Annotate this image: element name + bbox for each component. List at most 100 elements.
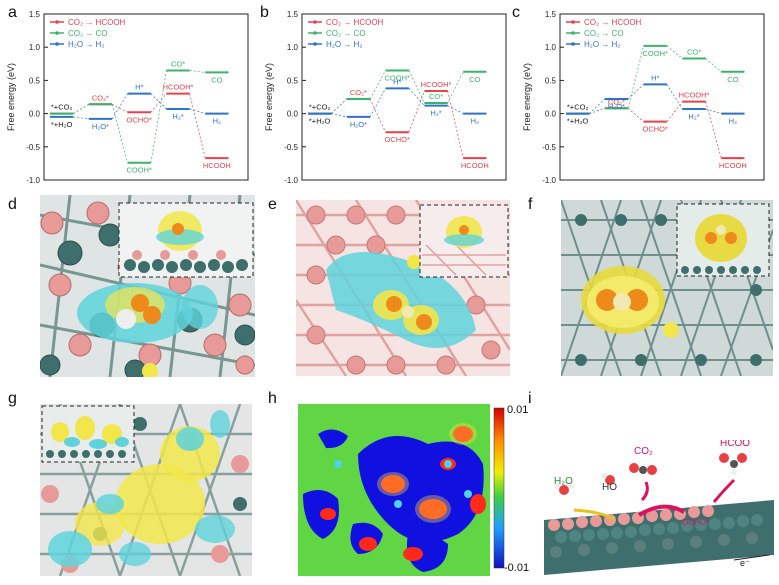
y-tick-label: -0.5 [26, 143, 40, 152]
legend-entry: CO₂ → HCOOH [584, 18, 642, 27]
charge-heatmap-h: 0.01 -0.01 [298, 404, 532, 580]
connector [589, 98, 606, 114]
y-tick-label: 0.0 [287, 110, 299, 119]
y-tick-label: 0.0 [29, 110, 41, 119]
step-label: H₂* [688, 112, 699, 121]
y-axis-label: Free energy (eV) [264, 63, 274, 131]
y-tick-label: 0.5 [287, 76, 299, 85]
y-tick-label: 0.5 [545, 76, 557, 85]
step-label: HCOOH [461, 161, 489, 170]
step-label: OCHO* [385, 135, 411, 144]
connector [627, 108, 644, 122]
legend-marker [571, 42, 575, 46]
legend-marker [55, 20, 59, 24]
y-tick-label: 1.0 [287, 43, 299, 52]
connector [589, 107, 605, 114]
connector [111, 93, 128, 120]
charge-density-image-d [40, 195, 255, 377]
connector [73, 104, 89, 114]
legend-entry: CO₂ → CO [326, 29, 366, 38]
plot-frame [43, 13, 249, 181]
step-label: CO [211, 75, 222, 84]
panel-letter-h: h [268, 390, 277, 407]
step-label: HCOOH [203, 161, 231, 170]
charge-density-image-e [296, 200, 510, 376]
step-label: CO* [429, 92, 443, 101]
y-tick-label: 0.5 [29, 76, 41, 85]
step-label: HCOOH [719, 161, 747, 170]
label-electron: e⁻ [740, 558, 750, 568]
y-tick-label: 1.5 [29, 10, 41, 19]
legend-entry: CO₂ → HCOOH [68, 18, 126, 27]
step-label: COOH* [127, 166, 153, 175]
step-label: *+H₂O [567, 117, 589, 126]
legend-entry: CO₂ → CO [584, 29, 624, 38]
connector [447, 90, 464, 159]
step-label: H₂O* [608, 102, 625, 111]
colorbar-min-label: -0.01 [504, 562, 530, 574]
free-energy-chart-b: -1.0 -0.5 0.0 0.5 1.0 1.5 Free energy (eV) CO₂ … [264, 10, 507, 185]
step-label: CO₂* [608, 97, 625, 106]
connector [111, 103, 128, 113]
legend-marker [313, 42, 317, 46]
colorbar-max-label: 0.01 [507, 404, 529, 416]
connector [627, 45, 644, 109]
step-label: CO₂* [92, 93, 109, 102]
step-label: OCHO* [643, 125, 669, 134]
step-label: CO [727, 75, 738, 84]
connector [369, 88, 386, 118]
y-tick-label: 0.0 [545, 110, 557, 119]
connector [189, 70, 206, 73]
connector [705, 101, 722, 159]
legend-entry: CO₂ → CO [68, 29, 108, 38]
legend-entry: H₂O → H₂ [584, 40, 620, 49]
panel-letter-f: f [528, 196, 533, 213]
legend-entry: H₂O → H₂ [68, 40, 104, 49]
panel-letter-i: i [528, 390, 532, 407]
legend-marker [55, 31, 59, 35]
plot-frame [301, 13, 507, 181]
label-h2o: H₂O [554, 476, 573, 487]
label-hcoo: HCOO [720, 440, 750, 449]
connector [666, 84, 683, 110]
step-label: H₂ [213, 117, 221, 126]
y-tick-label: -0.5 [542, 143, 556, 152]
connector [150, 70, 167, 163]
legend-entry: H₂O → H₂ [326, 40, 362, 49]
connector [447, 105, 464, 114]
connector [705, 108, 722, 114]
connector [447, 71, 464, 104]
step-label: H* [651, 73, 659, 82]
y-tick-label: -1.0 [542, 176, 556, 185]
step-label: CO [469, 75, 480, 84]
connector [111, 104, 128, 163]
connector [73, 116, 89, 120]
connector [331, 98, 348, 114]
step-label: COOH* [385, 73, 411, 82]
panel-letter-e: e [268, 196, 277, 213]
y-tick-label: -1.0 [26, 176, 40, 185]
step-label: HCOOH* [163, 83, 194, 92]
free-energy-chart-c: -1.0 -0.5 0.0 0.5 1.0 1.5 Free energy (eV) CO₂ … [522, 10, 765, 185]
step-label: OCHO* [127, 115, 153, 124]
y-tick-label: 1.5 [545, 10, 557, 19]
plot-frame [559, 13, 765, 181]
step-label: CO* [171, 59, 185, 68]
step-label: COOH* [643, 49, 669, 58]
step-label: CO₂* [350, 88, 367, 97]
step-label: H* [393, 77, 401, 86]
connector [331, 98, 348, 114]
connector [331, 113, 347, 118]
step-label: H₂O* [350, 120, 367, 129]
step-label: H₂ [729, 117, 737, 126]
connector [189, 93, 206, 159]
step-label: HCOOH* [421, 80, 452, 89]
step-label: H* [135, 83, 143, 92]
step-label: *+CO₂ [51, 103, 73, 112]
panel-letter-g: g [8, 390, 17, 407]
step-label: *+CO₂ [567, 103, 589, 112]
connector [627, 84, 644, 100]
step-label: H₂ [471, 117, 479, 126]
y-tick-label: 1.0 [29, 43, 41, 52]
step-label: H₂O* [92, 122, 109, 131]
